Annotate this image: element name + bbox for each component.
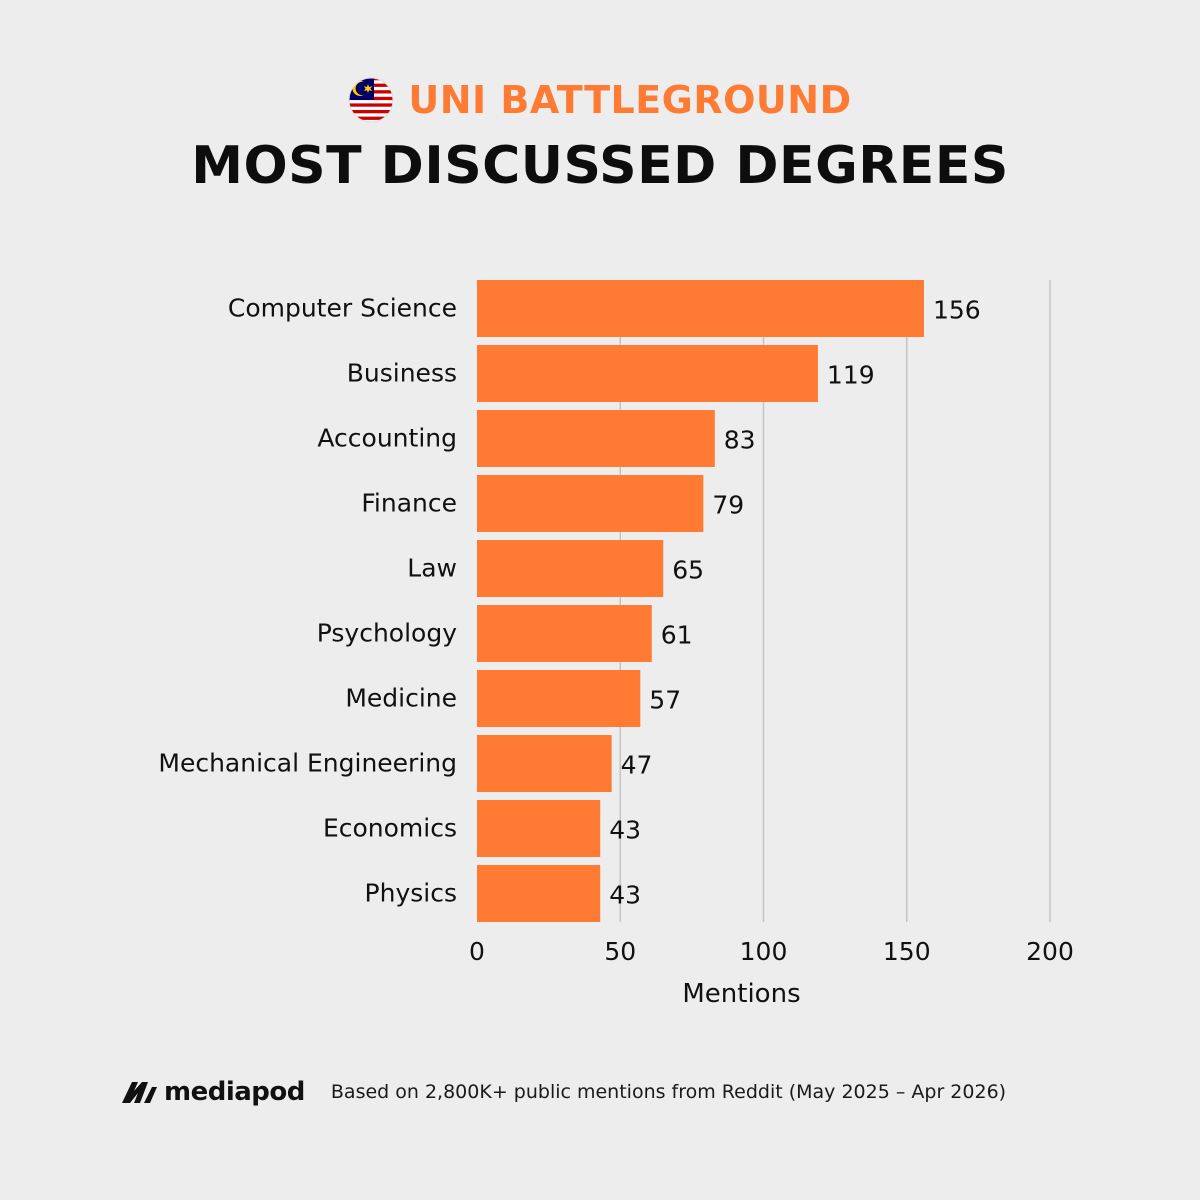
x-tick-label: 0: [469, 937, 485, 966]
bar-chart: Computer Science 156 Business 119 Accounting…: [158, 280, 1074, 1009]
category-label: Accounting: [317, 424, 457, 453]
value-label: 43: [609, 816, 641, 845]
value-label: 57: [649, 686, 681, 715]
value-label: 47: [621, 751, 653, 780]
category-label: Law: [407, 554, 457, 583]
value-label: 156: [933, 296, 981, 325]
category-label: Physics: [365, 879, 457, 908]
x-tick-label: 150: [883, 937, 931, 966]
bar: [477, 540, 664, 597]
category-label: Economics: [323, 814, 457, 843]
bar: [477, 865, 601, 922]
x-tick-label: 50: [604, 937, 636, 966]
source-note: Based on 2,800K+ public mentions from Re…: [330, 1081, 1007, 1103]
subtitle: UNI BATTLEGROUND: [408, 78, 852, 122]
x-tick-label: 200: [1026, 937, 1074, 966]
footer: mediapod Based on 2,800K+ public mention…: [120, 1072, 1080, 1112]
value-label: 79: [712, 491, 744, 520]
logo-text: mediapod: [164, 1077, 305, 1107]
value-label: 43: [609, 881, 641, 910]
header-row: UNI BATTLEGROUND: [0, 72, 1200, 128]
category-label: Psychology: [317, 619, 457, 648]
value-label: 61: [661, 621, 693, 650]
category-label: Business: [347, 359, 457, 388]
bar: [477, 280, 924, 337]
x-tick-label: 100: [740, 937, 788, 966]
mediapod-logo: mediapod: [120, 1077, 305, 1107]
bar: [477, 605, 652, 662]
category-label: Mechanical Engineering: [158, 749, 457, 778]
category-label: Finance: [361, 489, 457, 518]
bar: [477, 670, 641, 727]
x-axis-label: Mentions: [682, 979, 800, 1009]
bar: [477, 410, 715, 467]
malaysia-flag-icon: [348, 77, 394, 123]
value-label: 65: [672, 556, 704, 585]
bar: [477, 345, 818, 402]
bar: [477, 800, 601, 857]
page-title: MOST DISCUSSED DEGREES: [191, 136, 1009, 196]
category-label: Computer Science: [228, 294, 457, 323]
value-label: 83: [724, 426, 756, 455]
bar: [477, 735, 612, 792]
category-label: Medicine: [345, 684, 457, 713]
mediapod-logo-icon: [122, 1082, 157, 1103]
bar: [477, 475, 704, 532]
value-label: 119: [827, 361, 875, 390]
